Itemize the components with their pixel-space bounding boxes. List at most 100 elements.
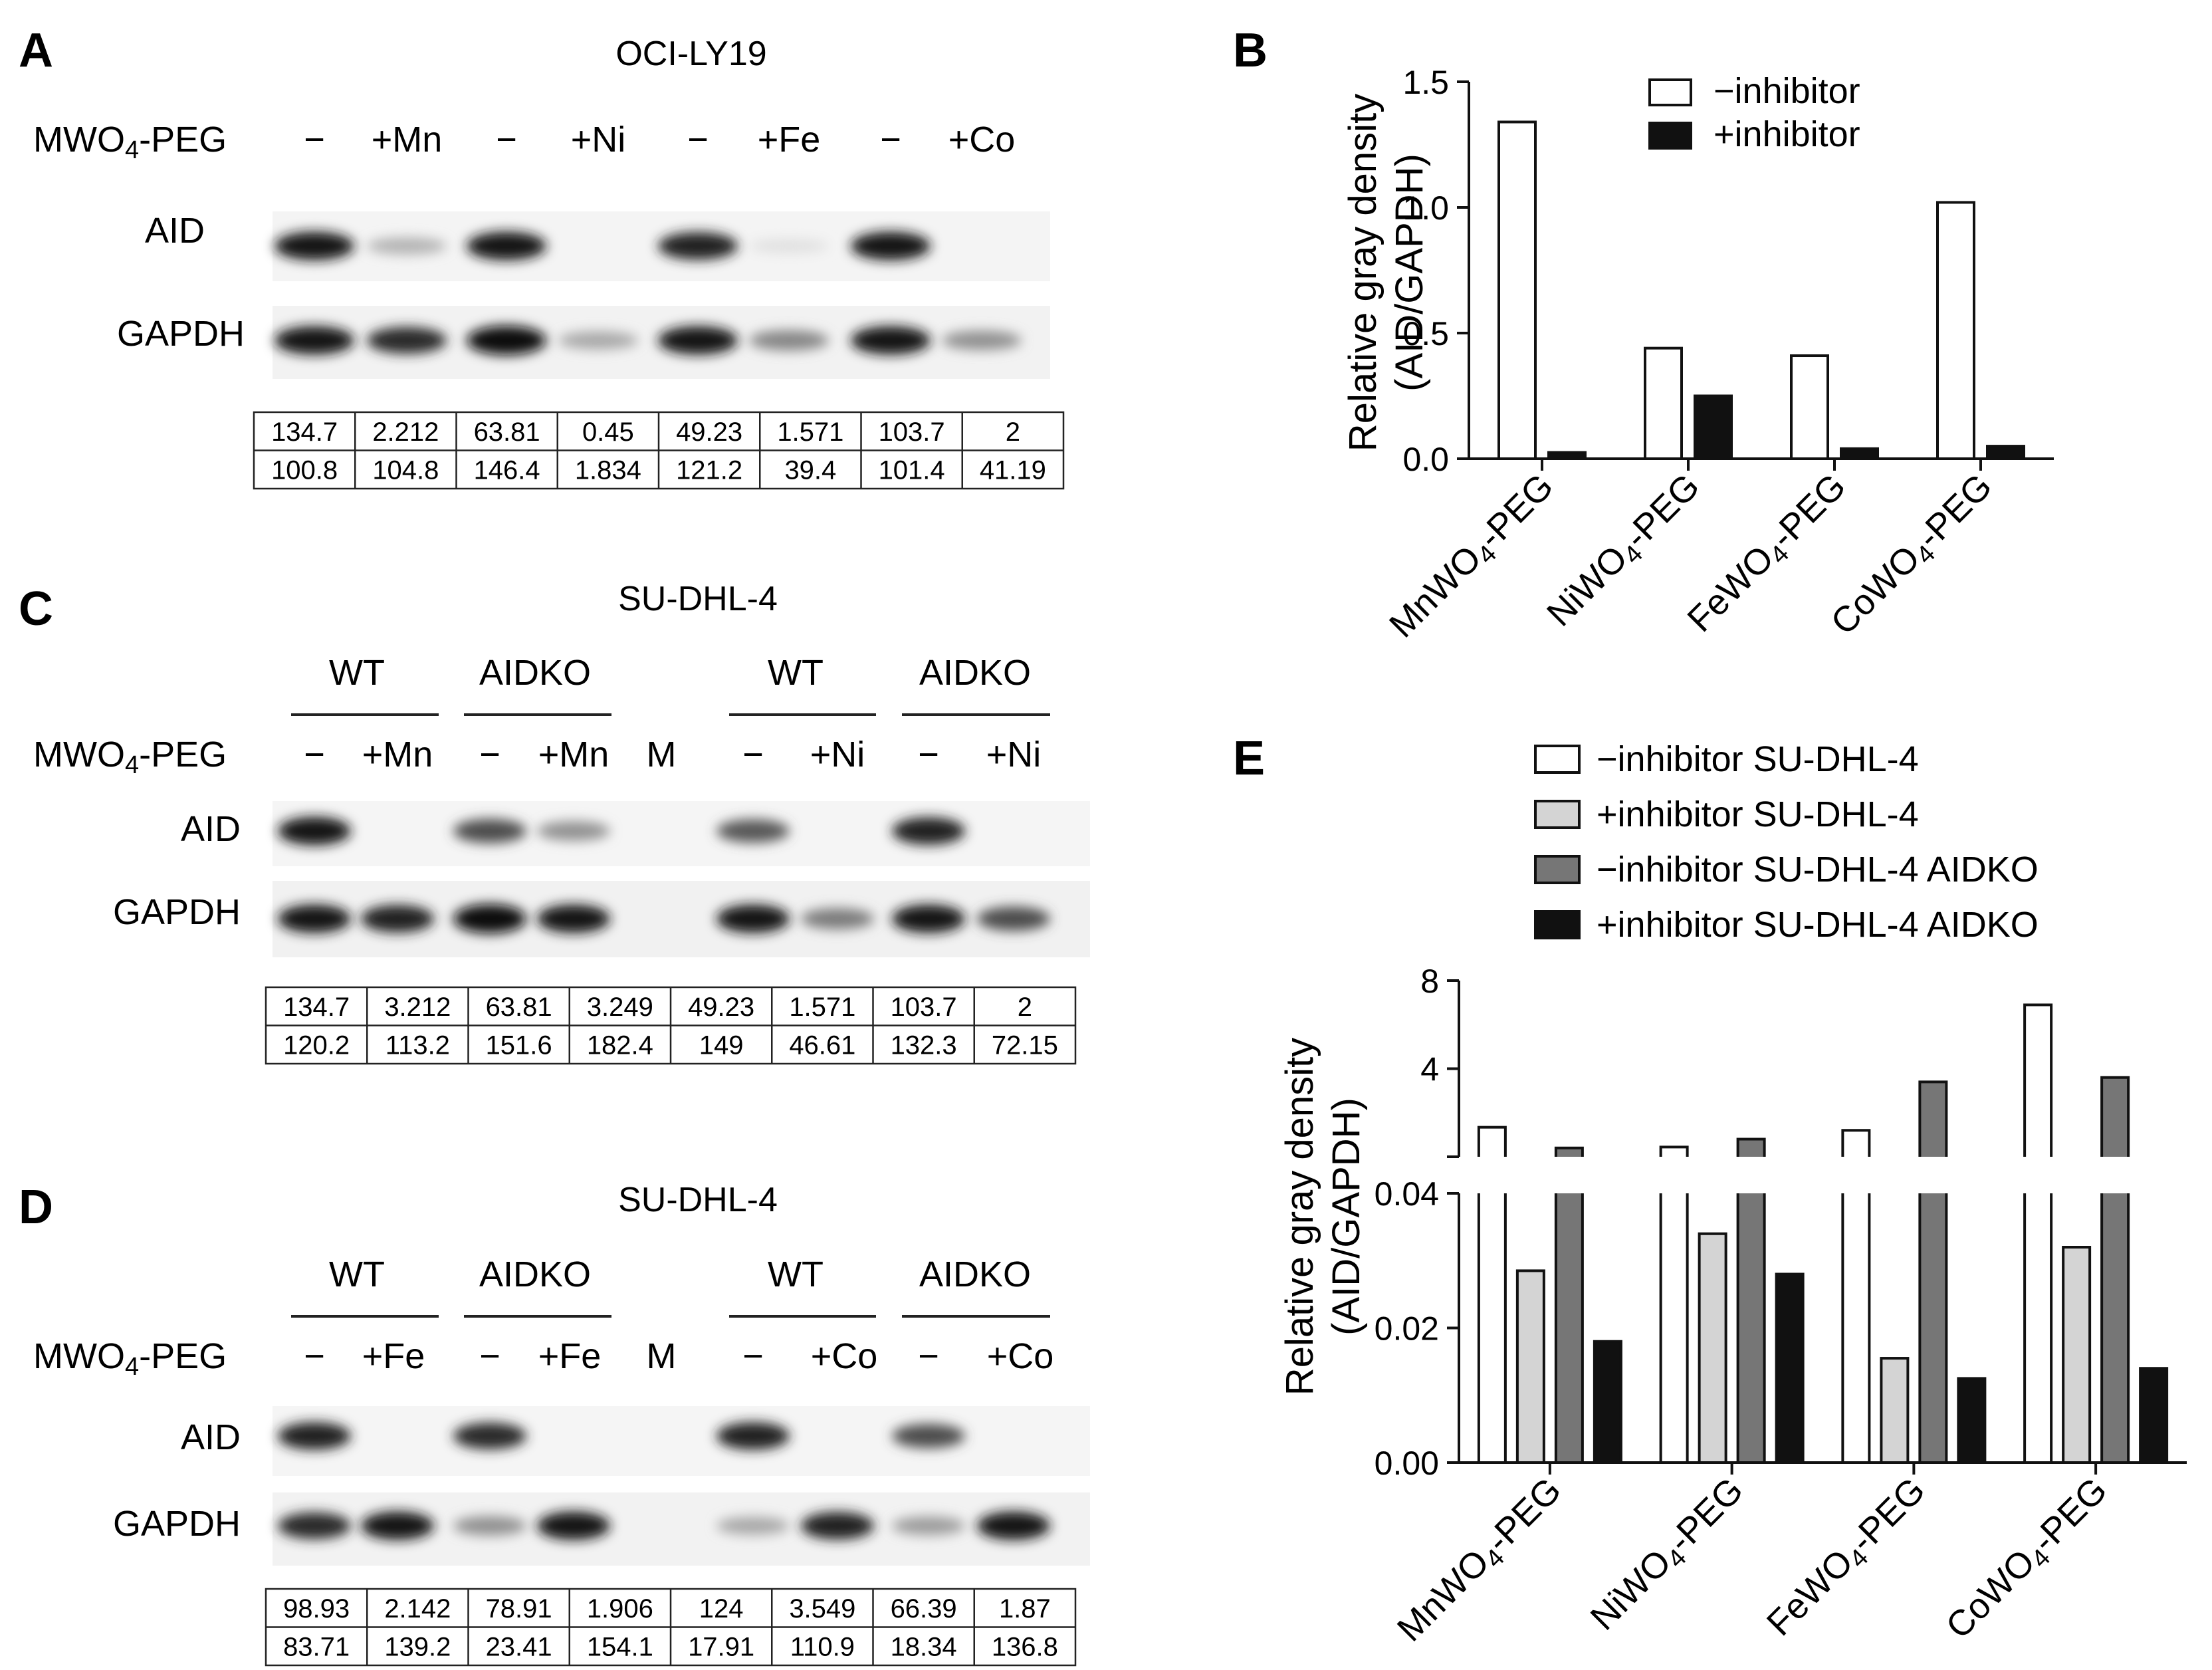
legend-label: +inhibitor <box>1714 114 1860 154</box>
legend-swatch <box>1534 745 1581 774</box>
table-cell: 2 <box>1006 418 1020 447</box>
panel-a-lane-labels: − +Mn − +Ni − +Fe − +Co <box>304 120 1015 160</box>
bar-outline <box>1659 1145 1689 1157</box>
gapdh-band <box>749 330 829 351</box>
table-cell: 121.2 <box>676 455 742 485</box>
legend-label: +inhibitor SU-DHL-4 <box>1597 794 1919 834</box>
legend-label: −inhibitor SU-DHL-4 <box>1597 739 1919 779</box>
lane-label: +Fe <box>538 1336 602 1376</box>
bar-upper-segment <box>1737 1139 1765 1157</box>
gapdh-band <box>537 904 610 933</box>
panel-d-quant-table: 98.93 2.142 78.91 1.906 124 3.549 66.39 1.87 83.… <box>265 1588 1077 1667</box>
bar-lower-segment <box>1737 1193 1765 1463</box>
bar-outline <box>1554 1193 1584 1464</box>
y-tick-label: 0.02 <box>1375 1310 1439 1348</box>
panel-label-d: D <box>19 1181 53 1234</box>
blot-background-aid <box>273 801 1090 866</box>
gapdh-band <box>361 1511 434 1540</box>
table-cell: 0.45 <box>582 418 634 447</box>
panel-label-b: B <box>1233 24 1268 77</box>
y-axis-label: Relative gray density <box>1341 94 1384 451</box>
lane-label: − <box>687 120 709 160</box>
table-cell: 154.1 <box>587 1632 653 1661</box>
lane-label: +Ni <box>986 735 1042 775</box>
x-tick-label: MnWO4-PEG <box>1382 466 1564 648</box>
bar-outline <box>1477 1193 1507 1464</box>
bar-lower-segment <box>1842 1193 1870 1463</box>
table-cell: 104.8 <box>372 455 439 485</box>
bar-outline <box>1477 1126 1507 1157</box>
y-axis-label-unit: (AID/GAPDH) <box>1388 154 1431 392</box>
y-tick-label: 0.00 <box>1375 1445 1439 1482</box>
legend-label: +inhibitor SU-DHL-4 AIDKO <box>1597 905 2039 945</box>
bar-upper-segment <box>2102 1077 2129 1157</box>
lane-label: − <box>918 1336 939 1376</box>
bar <box>1593 1340 1622 1464</box>
lane-label: − <box>496 120 517 160</box>
table-cell: 49.23 <box>676 418 742 447</box>
group-label: WT <box>329 1254 385 1294</box>
lane-label: +Co <box>948 120 1016 160</box>
panel-d: D SU-DHL-4 WT AIDKO WT AIDKO MWO4-PEG − … <box>19 1181 1090 1667</box>
x-tick-label: CoWO4-PEG <box>1938 1470 2118 1649</box>
panel-label-c: C <box>19 582 53 636</box>
aid-band <box>275 231 354 261</box>
bar <box>2062 1246 2092 1464</box>
gapdh-band <box>801 1512 874 1540</box>
y-tick-label: 4 <box>1420 1051 1439 1088</box>
panel-c-blot-bands <box>278 816 1050 933</box>
lane-label: − <box>304 735 325 775</box>
gapdh-band <box>977 1511 1050 1540</box>
panel-label-a: A <box>19 24 53 77</box>
panel-d-cell-line: SU-DHL-4 <box>618 1181 778 1219</box>
table-cell: 134.7 <box>283 993 350 1022</box>
aid-band <box>453 818 526 844</box>
table-cell: 49.23 <box>688 993 754 1022</box>
gapdh-band <box>801 908 874 929</box>
legend-swatch <box>1534 910 1581 939</box>
table-cell: 63.81 <box>486 993 552 1022</box>
table-cell: 3.249 <box>587 993 653 1022</box>
bar-outline <box>1841 1193 1871 1464</box>
y-tick-label: 1.5 <box>1402 64 1449 101</box>
table-cell: 98.93 <box>283 1594 350 1623</box>
group-label: WT <box>329 653 385 693</box>
gapdh-band <box>892 1516 965 1536</box>
gapdh-band <box>658 326 738 355</box>
chart-b-legend: −inhibitor +inhibitor <box>1648 71 1860 154</box>
bar <box>1986 445 2025 460</box>
table-cell: 2 <box>1018 993 1032 1022</box>
table-cell: 136.8 <box>992 1632 1058 1661</box>
chart-e-legend: −inhibitor SU-DHL-4 +inhibitor SU-DHL-4 … <box>1534 739 2039 945</box>
table-cell: 146.4 <box>474 455 540 485</box>
lane-label: − <box>304 120 325 160</box>
aid-band <box>892 1423 965 1449</box>
table-cell: 120.2 <box>283 1030 350 1060</box>
panel-a-treatment-label: MWO4-PEG <box>33 120 227 164</box>
y-tick-label: 1.0 <box>1402 189 1449 227</box>
aid-band <box>453 1422 526 1450</box>
lane-label: +Co <box>811 1336 878 1376</box>
row-label-aid: AID <box>181 809 241 849</box>
chart-e: 0.00 0.02 0.04 4 8 MnWO4-PEGNiWO4-PEGFeWO4-PE… <box>1375 963 2187 1653</box>
table-cell: 46.61 <box>789 1030 855 1060</box>
lane-label: +Fe <box>758 120 821 160</box>
bar <box>1880 1357 1910 1464</box>
panel-c-group-labels: WT AIDKO WT AIDKO <box>291 653 1050 716</box>
gapdh-band <box>558 331 638 350</box>
gapdh-band <box>977 906 1050 931</box>
bar-upper-segment <box>1920 1082 1947 1157</box>
bar-outline <box>1841 1129 1871 1157</box>
table-cell: 83.71 <box>283 1632 350 1661</box>
bar <box>1698 1232 1727 1464</box>
table-cell: 103.7 <box>891 993 957 1022</box>
blot-background-aid <box>273 1406 1090 1476</box>
group-label: WT <box>768 1254 824 1294</box>
lane-label: M <box>647 735 677 775</box>
aid-band <box>367 237 447 255</box>
panel-a: A OCI-LY19 MWO4-PEG − +Mn − +Ni − +Fe − … <box>19 24 1065 490</box>
bar-lower-segment <box>2025 1193 2052 1463</box>
bar <box>1840 447 1879 461</box>
row-label-gapdh: GAPDH <box>113 892 241 932</box>
